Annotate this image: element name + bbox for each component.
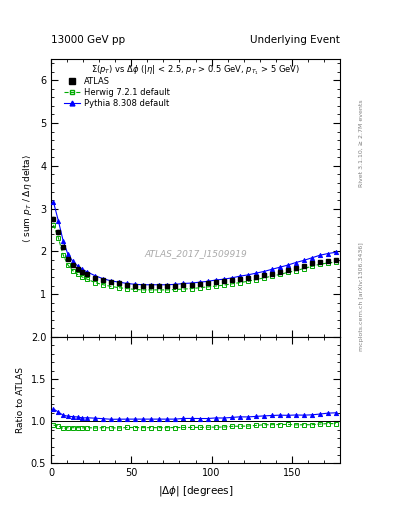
- Legend: ATLAS, Herwig 7.2.1 default, Pythia 8.308 default: ATLAS, Herwig 7.2.1 default, Pythia 8.30…: [61, 74, 172, 111]
- Text: 13000 GeV pp: 13000 GeV pp: [51, 35, 125, 45]
- Text: $\Sigma(p_{T})$ vs $\Delta\phi$ ($|\eta|$ < 2.5, $p_{T}$ > 0.5 GeV, $p_{T_{1}}$ : $\Sigma(p_{T})$ vs $\Delta\phi$ ($|\eta|…: [91, 63, 300, 77]
- Text: ATLAS_2017_I1509919: ATLAS_2017_I1509919: [144, 249, 247, 258]
- Text: mcplots.cern.ch [arXiv:1306.3436]: mcplots.cern.ch [arXiv:1306.3436]: [359, 243, 364, 351]
- Text: Underlying Event: Underlying Event: [250, 35, 340, 45]
- Y-axis label: Ratio to ATLAS: Ratio to ATLAS: [16, 367, 25, 433]
- Y-axis label: $\langle$ sum $p_{T}$ / $\Delta\eta$ delta$\rangle$: $\langle$ sum $p_{T}$ / $\Delta\eta$ del…: [22, 153, 35, 243]
- X-axis label: $|\Delta\phi|$ [degrees]: $|\Delta\phi|$ [degrees]: [158, 484, 233, 498]
- Text: Rivet 3.1.10, ≥ 2.7M events: Rivet 3.1.10, ≥ 2.7M events: [359, 99, 364, 187]
